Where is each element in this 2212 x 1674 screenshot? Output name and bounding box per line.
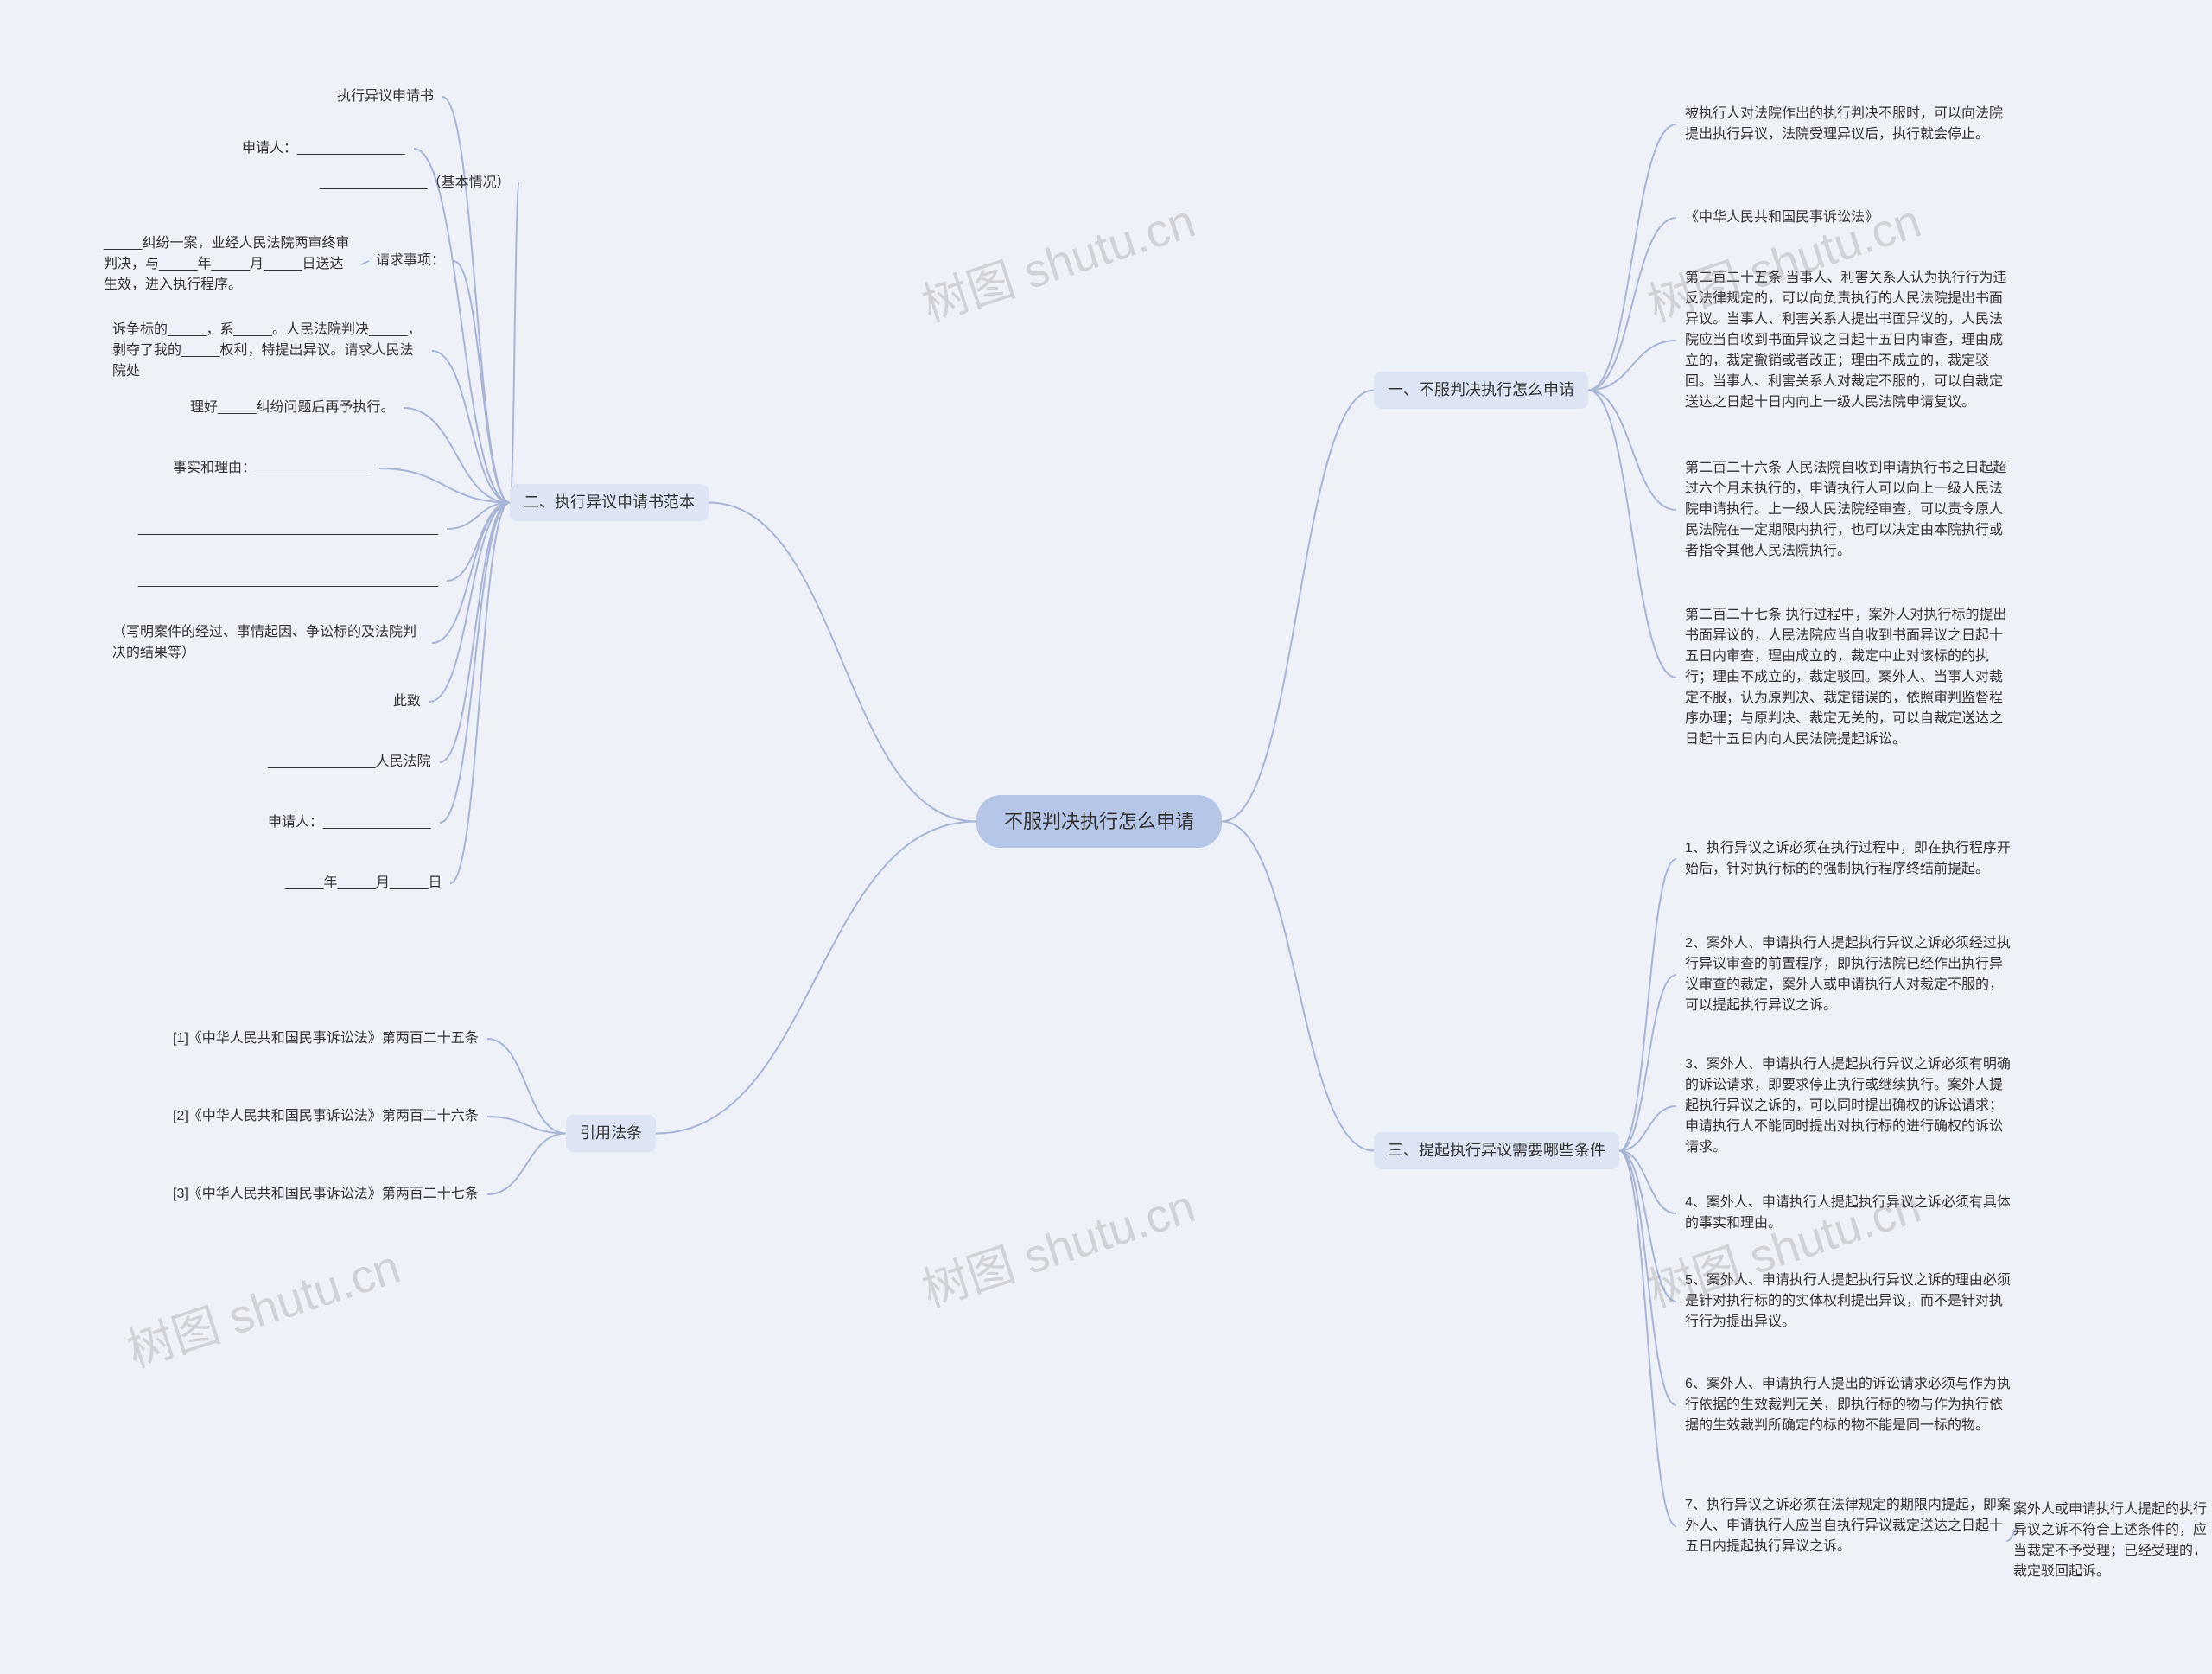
leaf-node: （写明案件的经过、事情起因、争讼标的及法院判决的结果等） — [112, 622, 423, 664]
leaf-node: 第二百二十五条 当事人、利害关系人认为执行行为违反法律规定的，可以向负责执行的人… — [1685, 268, 2013, 413]
root-node: 不服判决执行怎么申请 — [976, 795, 1222, 848]
leaf-node: _______________________________________ — [138, 570, 438, 591]
branch-node: 一、不服判决执行怎么申请 — [1374, 372, 1588, 409]
leaf-node: 执行异议申请书 — [337, 86, 434, 107]
leaf-node: 申请人：______________ — [242, 138, 405, 159]
leaf-node: ______________人民法院 — [268, 752, 431, 773]
leaf-node: 事实和理由：_______________ — [173, 458, 371, 479]
leaf-node: 2、案外人、申请执行人提起执行异议之诉必须经过执行异议审查的前置程序，即执行法院… — [1685, 933, 2013, 1016]
leaf-node: _______________________________________ — [138, 519, 438, 539]
leaf-node: [3]《中华人民共和国民事诉讼法》第两百二十七条 — [173, 1184, 479, 1205]
leaf-node: 《中华人民共和国民事诉讼法》 — [1685, 207, 1878, 228]
branch-node: 三、提起执行异议需要哪些条件 — [1374, 1132, 1619, 1169]
leaf-node: 4、案外人、申请执行人提起执行异议之诉必须有具体的事实和理由。 — [1685, 1193, 2013, 1234]
leaf-node: 第二百二十七条 执行过程中，案外人对执行标的提出书面异议的，人民法院应当自收到书… — [1685, 605, 2013, 750]
leaf-node: _____年_____月_____日 — [285, 873, 442, 894]
leaf-node: _____纠纷一案，业经人民法院两审终审判决，与_____年_____月____… — [104, 233, 354, 296]
leaf-node: 3、案外人、申请执行人提起执行异议之诉必须有明确的诉讼请求，即要求停止执行或继续… — [1685, 1054, 2013, 1158]
leaf-node: 6、案外人、申请执行人提出的诉讼请求必须与作为执行依据的生效裁判无关，即执行标的… — [1685, 1374, 2013, 1436]
leaf-node: 理好_____纠纷问题后再予执行。 — [190, 398, 395, 418]
leaf-node: [1]《中华人民共和国民事诉讼法》第两百二十五条 — [173, 1028, 479, 1049]
leaf-node: 案外人或申请执行人提起的执行异议之诉不符合上述条件的，应当裁定不予受理；已经受理… — [2013, 1499, 2212, 1582]
leaf-node: [2]《中华人民共和国民事诉讼法》第两百二十六条 — [173, 1106, 479, 1127]
leaf-node: 第二百二十六条 人民法院自收到申请执行书之日起超过六个月未执行的，申请执行人可以… — [1685, 458, 2013, 562]
branch-node: 引用法条 — [566, 1115, 656, 1152]
leaf-node: 诉争标的_____，系_____。人民法院判决_____，剥夺了我的_____权… — [112, 320, 423, 382]
leaf-node: 5、案外人、申请执行人提起执行异议之诉的理由必须是针对执行标的的实体权利提出异议… — [1685, 1270, 2013, 1333]
leaf-node: 请求事项： — [376, 251, 445, 271]
leaf-node: 此致 — [393, 691, 421, 712]
leaf-node: 申请人：______________ — [268, 812, 431, 833]
leaf-node: 被执行人对法院作出的执行判决不服时，可以向法院提出执行异议，法院受理异议后，执行… — [1685, 104, 2013, 145]
leaf-node: 1、执行异议之诉必须在执行过程中，即在执行程序开始后，针对执行标的的强制执行程序… — [1685, 838, 2013, 880]
branch-node: 二、执行异议申请书范本 — [510, 484, 709, 521]
leaf-node: 7、执行异议之诉必须在法律规定的期限内提起，即案外人、申请执行人应当自执行异议裁… — [1685, 1495, 2013, 1557]
leaf-node: ______________（基本情况） — [320, 173, 511, 194]
